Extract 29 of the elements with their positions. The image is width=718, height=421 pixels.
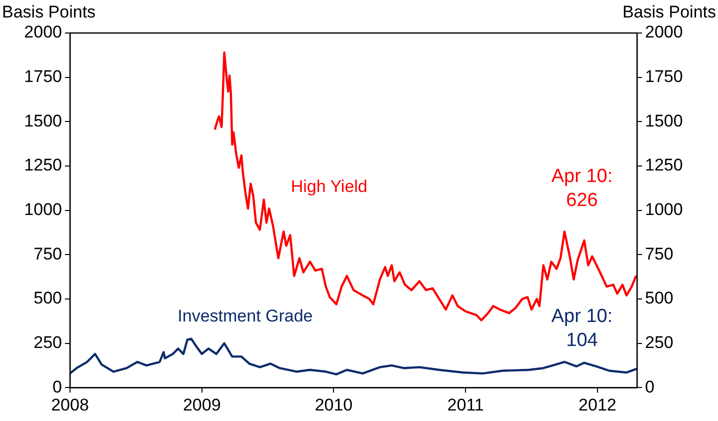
annotation: Apr 10: 626 <box>551 166 613 212</box>
y-tick-label: 1500 <box>24 111 62 130</box>
y2-tick-label: 1000 <box>645 200 683 219</box>
y-tick-label: 1000 <box>24 200 62 219</box>
y-tick-label: 250 <box>34 332 62 352</box>
annotation: Apr 10: 104 <box>551 306 613 351</box>
x-tick-label: 2008 <box>51 395 89 414</box>
y-tick-label: 500 <box>34 288 62 308</box>
y-axis-title: Basis Points <box>2 2 96 22</box>
x-tick-label: 2010 <box>314 395 353 414</box>
series-label: Investment Grade <box>178 306 313 326</box>
x-tick-label: 2011 <box>447 395 484 414</box>
y2-tick-label: 250 <box>645 332 674 352</box>
y-tick-label: 750 <box>34 244 62 264</box>
y2-tick-label: 2000 <box>645 22 683 42</box>
y2-tick-label: 1500 <box>645 111 683 130</box>
x-tick-label: 2009 <box>182 395 221 414</box>
y-tick-label: 1750 <box>24 67 62 86</box>
y-tick-label: 2000 <box>24 22 62 42</box>
y2-tick-label: 1250 <box>645 156 683 175</box>
x-tick-label: 2012 <box>578 395 616 414</box>
series-label: High Yield <box>290 176 368 196</box>
y2-tick-label: 500 <box>645 288 674 308</box>
y-tick-label: 0 <box>52 377 62 396</box>
y2-tick-label: 0 <box>645 377 654 396</box>
y2-axis-title: Basis Points <box>622 2 716 22</box>
y2-tick-label: 1750 <box>645 67 683 86</box>
y2-tick-label: 750 <box>645 244 674 264</box>
y-tick-label: 1250 <box>24 156 62 175</box>
